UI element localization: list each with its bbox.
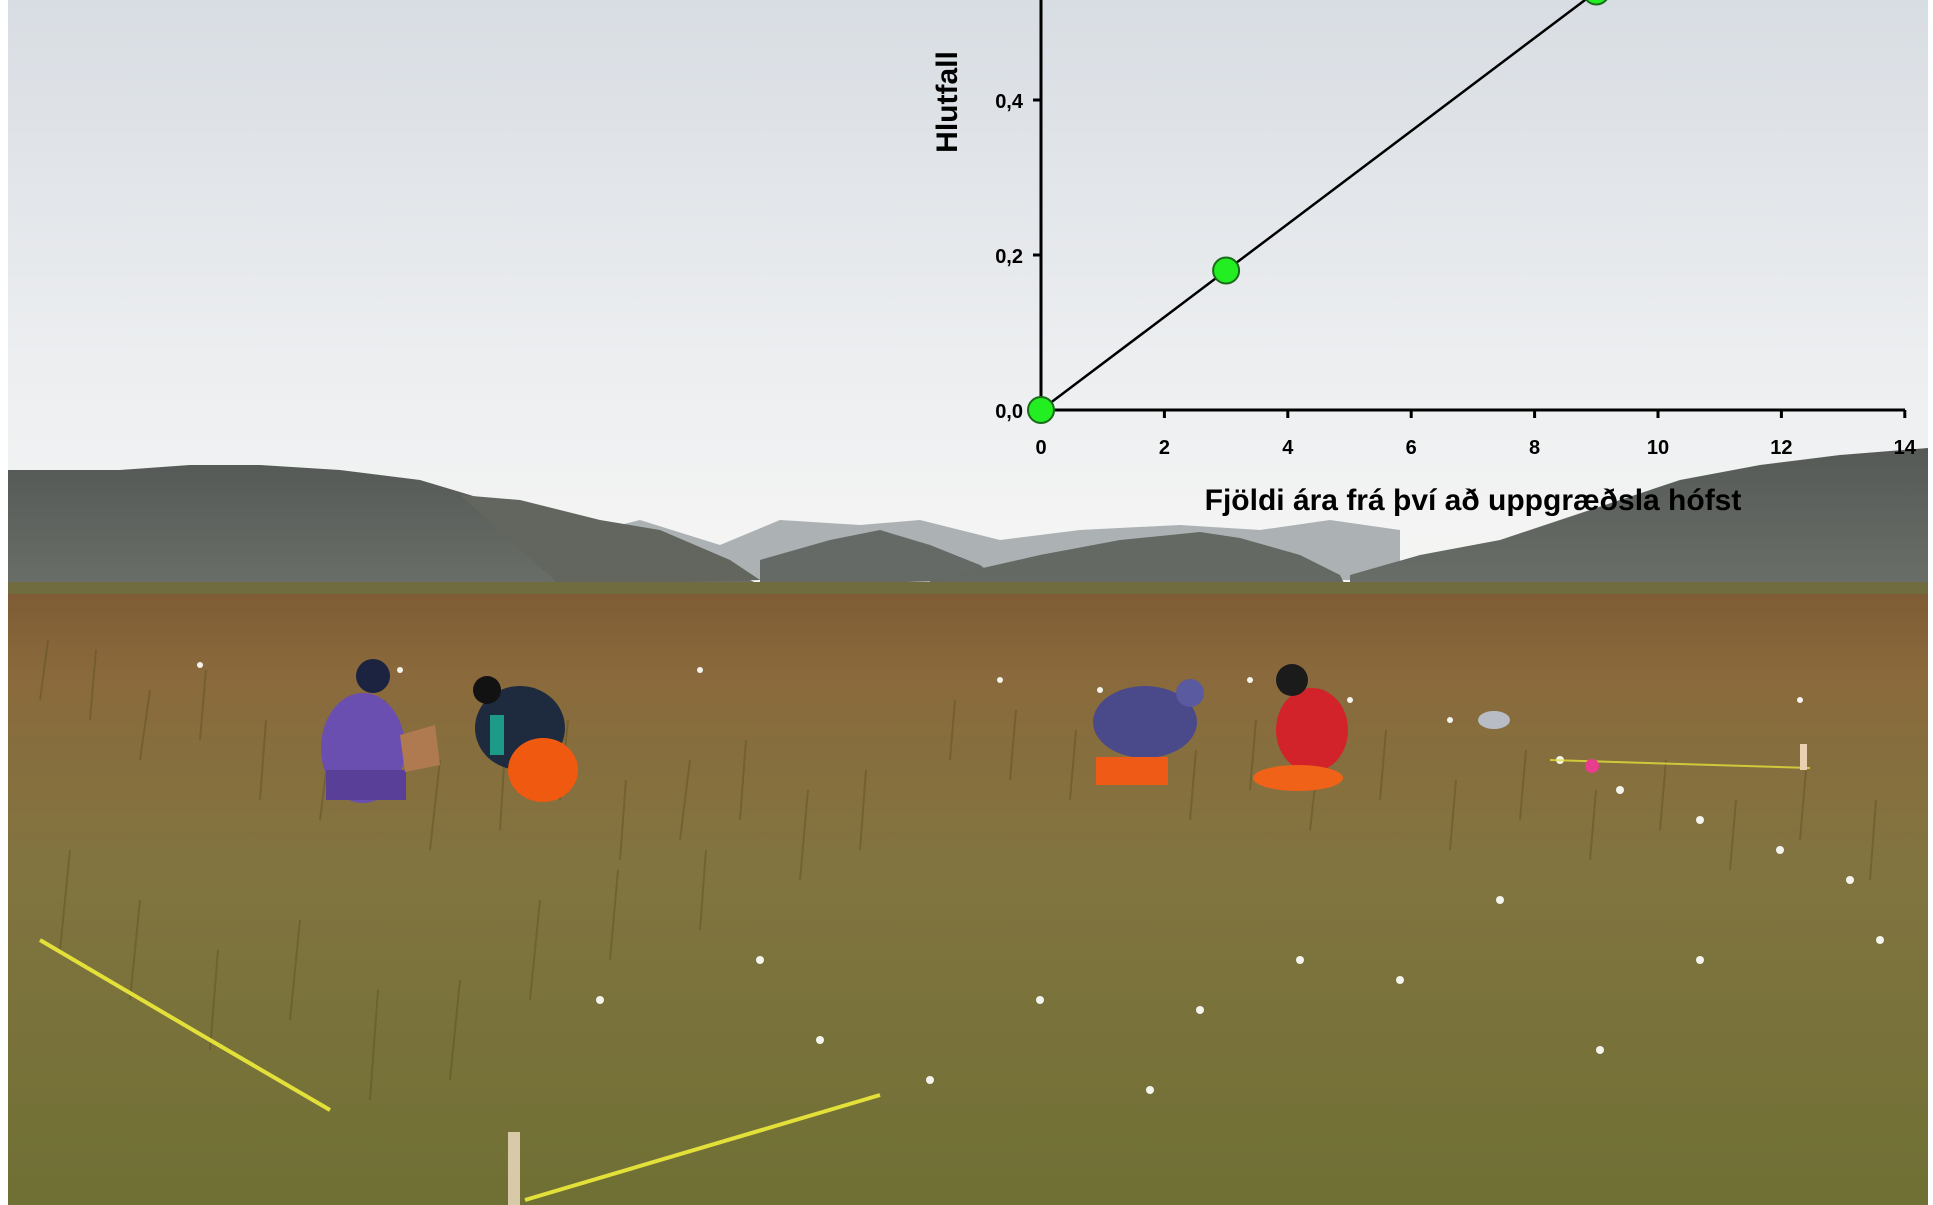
data-point <box>1212 256 1241 285</box>
y-tick-label: 0,4 <box>995 91 1024 113</box>
x-tick-label: 2 <box>1159 437 1170 459</box>
measuring-tape <box>38 938 332 1112</box>
middle-mountain <box>760 530 1000 585</box>
data-point <box>1027 396 1055 424</box>
x-tick-label: 14 <box>1894 437 1917 459</box>
x-tick-label: 10 <box>1647 437 1669 459</box>
person-purple <box>321 659 406 803</box>
person-red-jacket <box>1253 664 1348 791</box>
data-point <box>1585 0 1608 6</box>
stake <box>508 1132 520 1205</box>
axes <box>1039 0 1905 412</box>
series-line <box>1040 0 1588 411</box>
right-mountain <box>1350 448 1928 585</box>
y-tick-label: 0,0 <box>995 401 1023 423</box>
x-tick-label: 12 <box>1770 437 1792 459</box>
series <box>1027 0 1608 424</box>
person-bending <box>1093 679 1204 785</box>
x-tick-label: 6 <box>1406 437 1417 459</box>
center-mountain <box>930 532 1345 585</box>
x-tick-label: 0 <box>1035 437 1046 459</box>
y-tick-label: 0,2 <box>995 246 1023 268</box>
ticks: 0 2 4 6 8 10 12 14 0,0 0,2 0,4 <box>995 91 1917 459</box>
mid-left-mountain <box>460 495 760 585</box>
y-axis-label: Hlutfall <box>931 51 964 153</box>
person-orange-pants <box>473 676 578 802</box>
x-tick-label: 4 <box>1282 437 1294 459</box>
bog-field <box>8 582 1928 1205</box>
x-tick-label: 8 <box>1529 437 1540 459</box>
x-axis-label: Fjöldi ára frá því að uppgræðsla hófst <box>1205 484 1742 517</box>
